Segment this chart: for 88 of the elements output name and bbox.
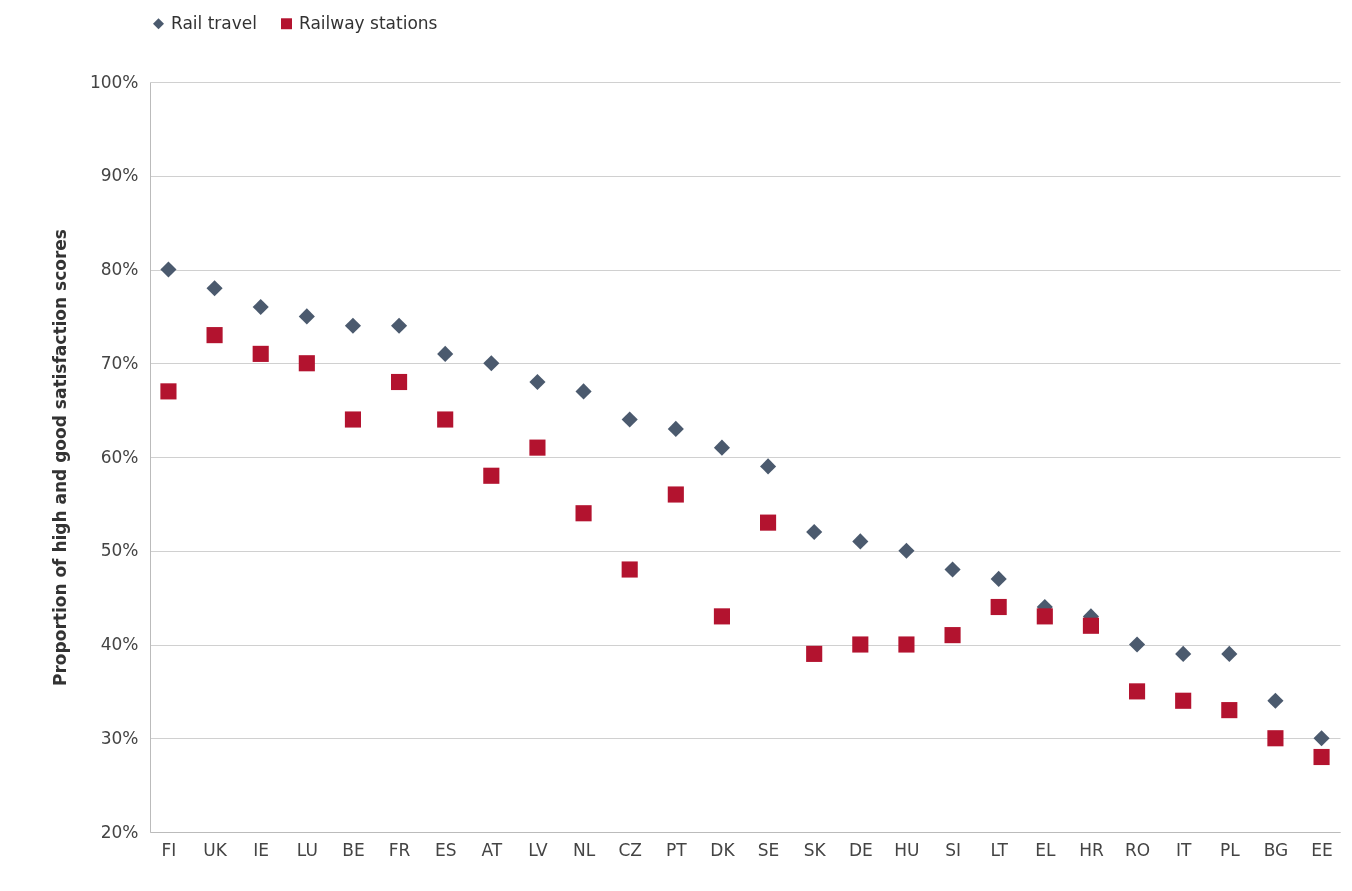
x-tick-label: DK: [710, 839, 736, 860]
point: [713, 608, 730, 625]
point: [1267, 692, 1284, 709]
x-tick-label: IE: [253, 839, 270, 860]
y-tick-label: 50%: [100, 540, 139, 561]
x-tick-label: CZ: [618, 839, 642, 860]
point: [1175, 692, 1192, 709]
point: [990, 570, 1007, 587]
x-tick-label: SE: [757, 839, 780, 860]
x-tick-label: UK: [203, 839, 228, 860]
point: [806, 645, 823, 662]
y-tick-label: 70%: [100, 352, 139, 373]
point: [252, 298, 269, 316]
point: [1221, 702, 1238, 719]
point: [1036, 608, 1053, 625]
point: [344, 411, 362, 428]
point: [1175, 645, 1192, 662]
point: [575, 383, 592, 400]
x-tick-label: SI: [945, 839, 961, 860]
point: [160, 261, 177, 278]
x-tick-label: PT: [665, 839, 688, 860]
point: [1082, 617, 1099, 634]
x-tick-label: FR: [388, 839, 411, 860]
point: [898, 542, 915, 559]
legend-label: Railway stations: [299, 12, 438, 33]
point: [483, 467, 500, 484]
point: [898, 636, 915, 653]
point: [713, 439, 730, 456]
x-tick-label: SK: [803, 839, 827, 860]
point: [437, 345, 454, 362]
y-tick-label: 40%: [100, 634, 139, 654]
y-tick-label: 100%: [89, 71, 139, 92]
point: [391, 317, 408, 334]
legend-label: Rail travel: [171, 12, 258, 33]
y-tick-label: 80%: [100, 259, 139, 279]
x-tick-label: DE: [848, 839, 873, 860]
point: [667, 486, 684, 503]
x-tick-label: PL: [1219, 839, 1241, 860]
point: [621, 411, 638, 428]
x-tick-label: IT: [1175, 839, 1192, 860]
x-tick-label: ES: [434, 839, 457, 860]
point: [344, 317, 362, 334]
x-tick-label: HU: [894, 839, 920, 860]
y-tick-label: 90%: [100, 165, 139, 186]
x-tick-label: BE: [342, 839, 365, 860]
x-tick-label: BG: [1263, 839, 1289, 860]
y-tick-label: 30%: [100, 727, 139, 748]
point: [206, 280, 223, 297]
y-axis-title: Proportion of high and good satisfaction scores: [49, 229, 70, 686]
y-tick-label: 20%: [100, 821, 139, 842]
point: [621, 561, 638, 578]
point: [760, 514, 777, 531]
point: [1221, 645, 1238, 662]
point: [252, 345, 269, 362]
point: [1267, 730, 1284, 747]
x-tick-label: AT: [481, 839, 503, 860]
point: [483, 355, 500, 372]
x-tick-label: LV: [528, 839, 548, 860]
x-tick-label: LU: [296, 839, 318, 860]
point: [1313, 748, 1330, 766]
point: [575, 505, 592, 522]
point: [529, 373, 546, 391]
point: [529, 439, 546, 456]
point: [852, 533, 869, 550]
point: [944, 561, 961, 578]
point: [1128, 683, 1146, 700]
x-tick-label: NL: [572, 839, 596, 860]
point: [852, 636, 869, 653]
point: [760, 458, 777, 475]
point: [206, 327, 223, 344]
y-tick-label: 60%: [100, 446, 139, 467]
x-tick-label: HR: [1079, 839, 1104, 860]
point: [298, 308, 315, 325]
point: [298, 355, 315, 372]
point: [160, 383, 177, 400]
point: [990, 598, 1007, 616]
x-tick-label: LT: [990, 839, 1009, 860]
x-tick-label: FI: [161, 839, 177, 860]
point: [391, 373, 408, 391]
x-tick-label: EL: [1035, 839, 1056, 860]
point: [667, 420, 684, 437]
point: [437, 411, 454, 428]
point: [1313, 730, 1330, 747]
point: [806, 523, 823, 541]
x-tick-label: RO: [1124, 839, 1151, 860]
x-tick-label: EE: [1311, 839, 1333, 860]
point: [1128, 636, 1146, 653]
point: [944, 627, 961, 644]
